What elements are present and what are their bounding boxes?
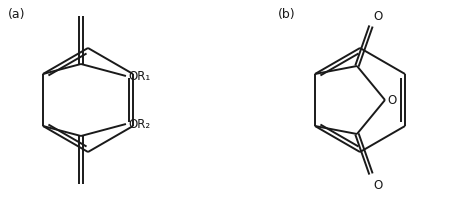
Text: O: O [373,178,382,191]
Text: O: O [373,10,382,23]
Text: OR₁: OR₁ [128,70,150,83]
Text: O: O [387,94,396,107]
Text: (a): (a) [8,8,26,21]
Text: (b): (b) [278,8,296,21]
Text: OR₂: OR₂ [128,118,150,131]
